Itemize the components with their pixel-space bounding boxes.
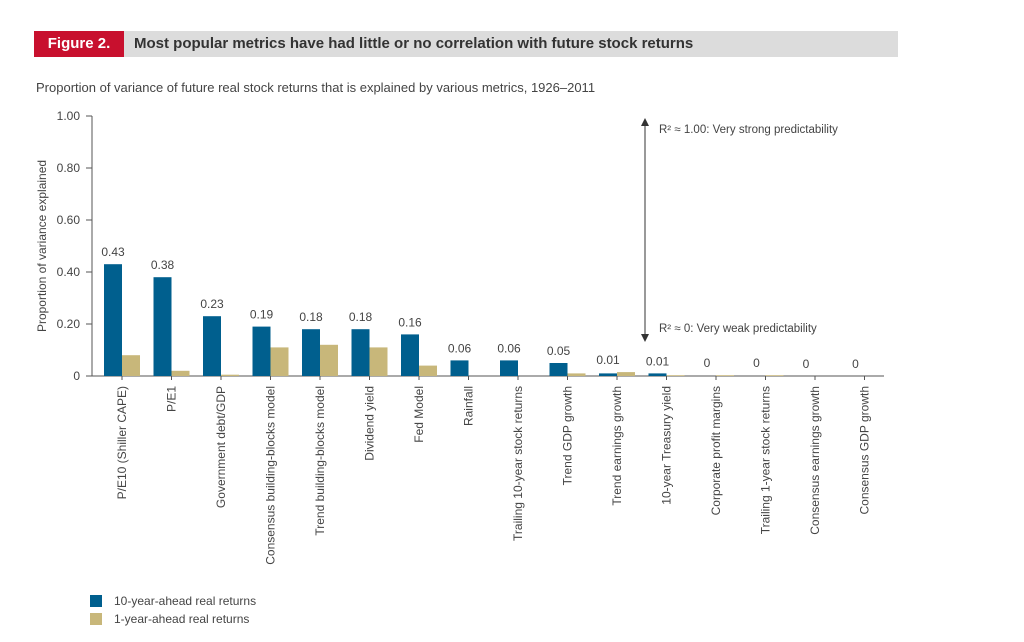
annotation-strong: R² ≈ 1.00: Very strong predictability [659,124,838,136]
bar-10yr [450,360,469,376]
x-tick-label: Consensus building-blocks model [264,386,278,565]
legend-item-10yr: 10-year-ahead real returns [90,592,256,609]
bar-1yr [122,355,140,376]
bar-10yr [302,329,320,376]
x-tick-label: P/E10 (Shiller CAPE) [115,386,129,499]
y-axis-label: Proportion of variance explained [35,160,49,332]
x-tick-label: Rainfall [462,386,476,426]
bar-10yr [104,264,122,376]
data-label: 0.19 [250,308,274,322]
legend-label-1yr: 1-year-ahead real returns [114,611,250,626]
bar-10yr [500,360,518,376]
y-tick-label: 0.40 [57,265,81,279]
bar-10yr [599,373,617,376]
x-tick-label: Trailing 1-year stock returns [759,386,773,534]
x-tick-label: Trend GDP growth [561,386,575,485]
bar-10yr [401,334,419,376]
bar-1yr [617,372,635,376]
data-label: 0 [704,356,711,370]
bar-10yr [549,363,568,376]
x-tick-label: Consensus GDP growth [858,386,872,515]
data-label: 0.01 [646,354,670,368]
x-tick-label: Fed Model [412,386,426,443]
legend: 10-year-ahead real returns 1-year-ahead … [90,592,256,628]
data-label: 0.43 [101,245,125,259]
bar-1yr [666,375,685,376]
figure-tag: Figure 2. [34,31,124,57]
bar-1yr [419,365,437,376]
figure-title: Most popular metrics have had little or … [134,35,694,52]
data-label: 0.38 [151,258,175,272]
bar-1yr [567,373,586,376]
x-tick-label: Consensus earnings growth [808,386,822,535]
chart-subtitle: Proportion of variance of future real st… [36,80,596,95]
data-label: 0.18 [349,310,373,324]
x-tick-label: Trend building-blocks model [313,386,327,536]
figure-header: Figure 2. Most popular metrics have had … [34,31,898,57]
data-label: 0.05 [547,344,571,358]
x-tick-label: Trailing 10-year stock returns [511,386,525,541]
y-tick-label: 0 [73,369,80,383]
y-tick-label: 0.20 [57,317,81,331]
legend-label-10yr: 10-year-ahead real returns [114,593,257,608]
x-tick-label: 10-year Treasury yield [660,386,674,505]
x-tick-label: Government debt/GDP [214,386,228,508]
x-tick-label: Dividend yield [363,386,377,461]
x-tick-label: Corporate profit margins [709,386,723,515]
bar-1yr [171,370,190,376]
y-tick-label: 0.60 [57,213,81,227]
x-tick-label: P/E1 [165,386,179,412]
legend-swatch-1yr [90,612,102,625]
x-tick-label: Trend earnings growth [610,386,624,506]
bar-1yr [270,347,289,376]
bar-1yr [221,374,239,376]
data-label: 0.18 [299,310,323,324]
y-tick-label: 0.80 [57,161,81,175]
data-label: 0.01 [596,353,620,367]
bar-1yr [369,347,388,376]
legend-swatch-10yr [90,594,102,607]
data-label: 0 [803,357,810,371]
data-label: 0 [753,356,760,370]
data-label: 0.23 [200,297,224,311]
y-tick-label: 1.00 [57,109,81,123]
arrow-down-head [641,334,649,342]
data-label: 0.16 [398,315,422,329]
bar-10yr [153,277,172,376]
bar-10yr [203,316,221,376]
bar-10yr [351,329,370,376]
bar-1yr [320,344,338,376]
bar-10yr [252,326,271,376]
bar-10yr [648,373,667,376]
data-label: 0.06 [497,341,521,355]
data-label: 0.06 [448,341,472,355]
bar-1yr [765,375,784,376]
arrow-up-head [641,118,649,126]
legend-item-1yr: 1-year-ahead real returns [90,610,256,627]
data-label: 0 [852,357,859,371]
bar-1yr [716,375,734,376]
annotation-weak: R² ≈ 0: Very weak predictability [659,323,817,335]
